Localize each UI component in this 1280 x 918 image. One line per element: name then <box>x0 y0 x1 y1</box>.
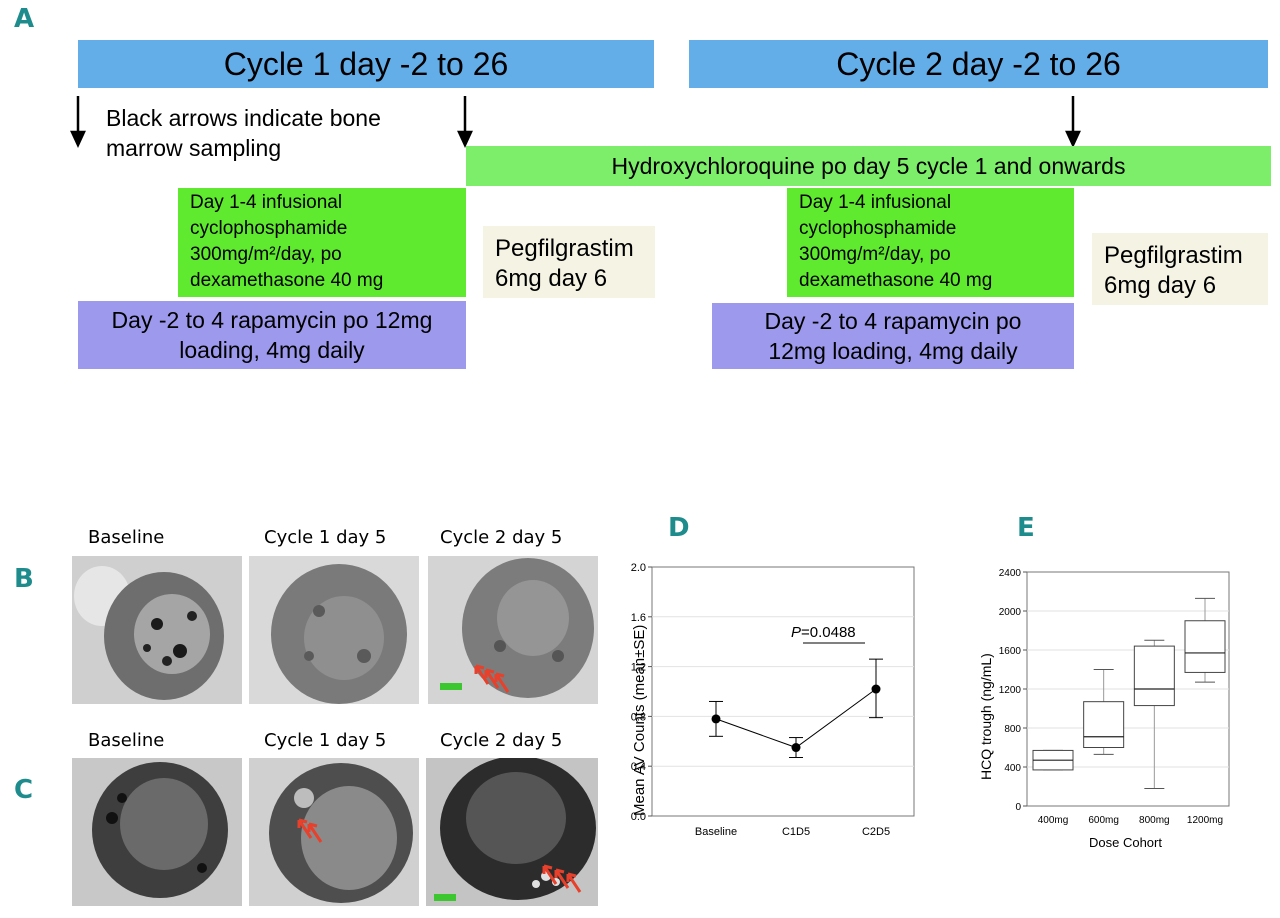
chart-d: 0.0 0.4 0.8 1.2 1.6 2.0 Baseline C1D5 C2D5 P =0… <box>631 562 915 838</box>
x-tick-label: C2D5 <box>862 826 890 838</box>
y-ticks: 0.0 0.4 0.8 1.2 1.6 2.0 <box>631 562 652 823</box>
boxes <box>1032 597 1226 789</box>
cycle-1-bar: Cycle 1 day -2 to 26 <box>78 40 654 88</box>
panel-label-c: C <box>14 775 34 805</box>
sampling-arrows <box>70 96 1081 148</box>
panel-label-d: D <box>668 513 690 543</box>
x-axis-label: Dose Cohort <box>1089 835 1162 850</box>
y-tick-label: 1600 <box>999 646 1022 657</box>
box <box>1184 620 1226 673</box>
plot-area <box>651 566 915 817</box>
micrograph-b-cycle2 <box>428 556 598 704</box>
y-tick-label: 0.0 <box>631 811 646 823</box>
y-axis-label: HCQ trough (ng/mL) <box>978 653 994 780</box>
hcq-bar: Hydroxychloroquine po day 5 cycle 1 and … <box>466 146 1271 186</box>
x-ticks: 400mg 600mg 800mg 1200mg <box>1038 815 1223 826</box>
rapamycin-box-cycle-1: Day -2 to 4 rapamycin po 12mg loading, 4m… <box>78 301 466 369</box>
pegfilgrastim-box-cycle-2: Pegfilgrastim 6mg day 6 <box>1092 233 1268 305</box>
x-tick-label: 600mg <box>1088 815 1119 826</box>
y-tick-label: 1.2 <box>631 662 646 674</box>
label-b-cycle1: Cycle 1 day 5 <box>264 527 387 548</box>
y-tick-label: 2400 <box>999 568 1022 579</box>
x-tick-label: Baseline <box>695 826 737 838</box>
box <box>1083 701 1125 749</box>
y-tick-label: 2000 <box>999 607 1022 618</box>
chart-e: 0 400 800 1200 1600 2000 2400 400mg 600mg 800mg 1… <box>978 568 1230 850</box>
label-b-baseline: Baseline <box>88 527 165 548</box>
label-b-cycle2: Cycle 2 day 5 <box>440 527 563 548</box>
y-tick-label: 400 <box>1004 763 1021 774</box>
panel-label-e: E <box>1017 513 1035 543</box>
data-points <box>711 684 881 753</box>
y-ticks: 0 400 800 1200 1600 2000 2400 <box>999 568 1027 813</box>
y-tick-label: 0 <box>1015 802 1021 813</box>
y-tick-label: 0.8 <box>631 711 646 723</box>
micrograph-b-cycle1 <box>249 556 419 704</box>
data-point <box>711 714 721 724</box>
sampling-arrow-3 <box>1065 96 1081 148</box>
scale-bar <box>440 683 462 690</box>
cycle-2-bar: Cycle 2 day -2 to 26 <box>689 40 1268 88</box>
data-point <box>791 743 801 753</box>
y-tick-label: 1200 <box>999 685 1022 696</box>
pegfilgrastim-box-cycle-1: Pegfilgrastim 6mg day 6 <box>483 226 655 298</box>
panel-label-a: A <box>14 4 35 34</box>
label-c-baseline: Baseline <box>88 730 165 751</box>
scale-bar <box>434 894 456 901</box>
x-tick-label: 400mg <box>1038 815 1069 826</box>
micrograph-c-cycle1 <box>249 758 419 906</box>
arrow-note: Black arrows indicate bone marrow sampli… <box>106 105 381 161</box>
y-axis-label: Mean AV Counts (mean±SE) <box>631 625 648 816</box>
y-tick-label: 1.6 <box>631 612 646 624</box>
x-ticks: Baseline C1D5 C2D5 <box>695 826 890 838</box>
cyclo-box-cycle-1: Day 1-4 infusional cyclophosphamide 300mg… <box>178 188 466 297</box>
micrograph-c-baseline <box>72 758 242 906</box>
cyclo-box-cycle-2: Day 1-4 infusional cyclophosphamide 300mg… <box>787 188 1074 297</box>
micrograph-c-cycle2 <box>426 758 598 906</box>
x-tick-label: 800mg <box>1139 815 1170 826</box>
x-tick-label: 1200mg <box>1187 815 1223 826</box>
sampling-arrow-1 <box>70 96 86 148</box>
label-c-cycle1: Cycle 1 day 5 <box>264 730 387 751</box>
y-tick-label: 0.4 <box>631 761 646 773</box>
red-arrows <box>474 664 510 693</box>
label-c-cycle2: Cycle 2 day 5 <box>440 730 563 751</box>
panel-label-b: B <box>14 564 34 594</box>
y-tick-label: 2.0 <box>631 562 646 574</box>
p-value: =0.0488 <box>801 624 856 641</box>
y-tick-label: 800 <box>1004 724 1021 735</box>
sampling-arrow-2 <box>457 96 473 148</box>
data-point <box>871 684 881 694</box>
micrograph-b-baseline <box>72 556 242 704</box>
x-tick-label: C1D5 <box>782 826 810 838</box>
p-symbol: P <box>791 624 801 641</box>
box <box>1133 645 1175 707</box>
grid <box>652 616 914 767</box>
red-arrows <box>542 864 582 893</box>
red-arrows <box>297 818 323 843</box>
rapamycin-box-cycle-2: Day -2 to 4 rapamycin po 12mg loading, 4m… <box>712 303 1074 369</box>
